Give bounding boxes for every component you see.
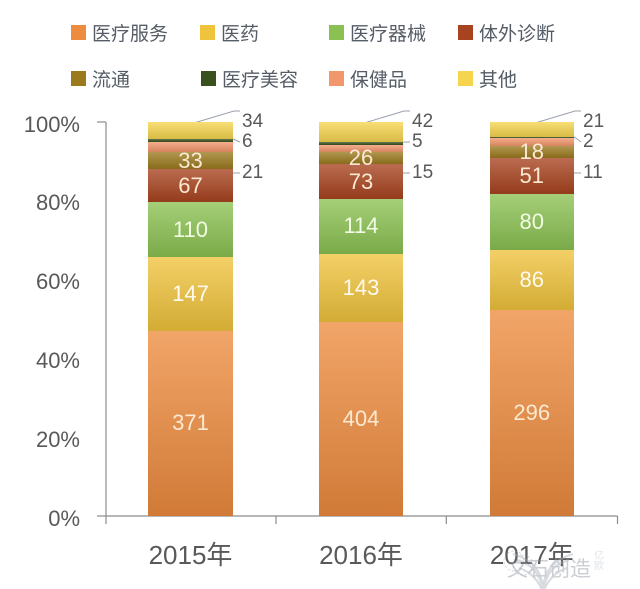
svg-text:亿欧: 亿欧 [592, 549, 604, 571]
